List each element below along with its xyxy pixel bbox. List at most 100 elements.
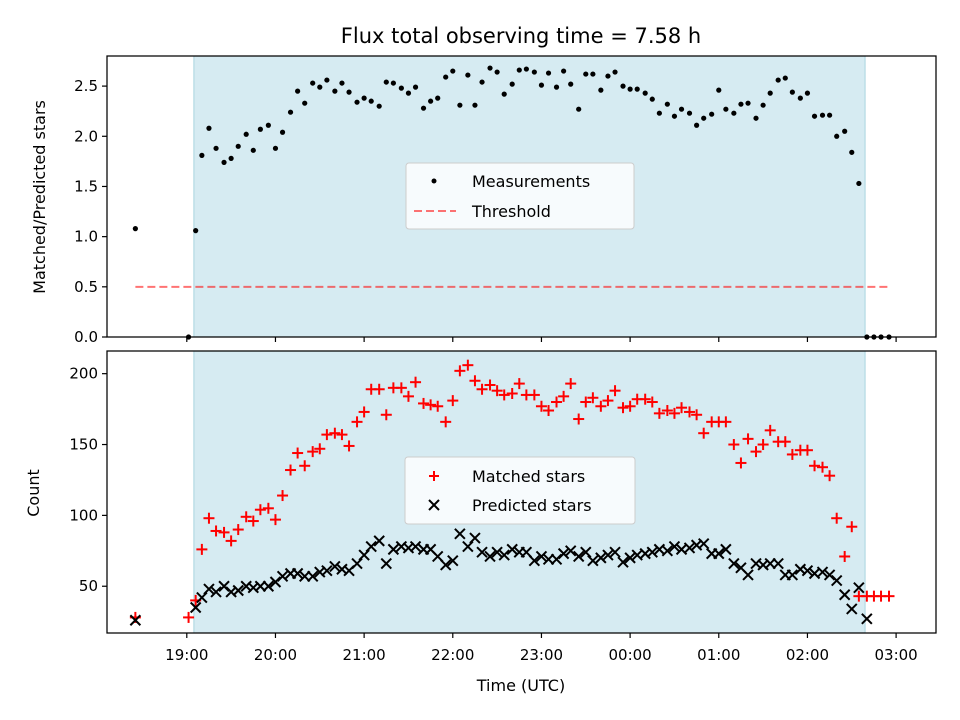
matched-star-point bbox=[565, 378, 577, 390]
legend-measurements-label: Measurements bbox=[472, 172, 590, 191]
predicted-star-point bbox=[846, 603, 858, 615]
measurement-point bbox=[368, 98, 374, 104]
predicted-star-point bbox=[498, 549, 510, 561]
matched-star-point bbox=[757, 439, 769, 451]
measurement-point bbox=[435, 95, 441, 101]
measurement-point bbox=[346, 89, 352, 95]
measurement-point bbox=[235, 143, 241, 149]
predicted-star-point bbox=[203, 583, 215, 595]
matched-star-point bbox=[218, 526, 230, 538]
measurement-point bbox=[583, 71, 589, 77]
predicted-star-point bbox=[830, 574, 843, 587]
matched-star-point bbox=[210, 525, 222, 537]
measurement-point bbox=[457, 102, 463, 108]
measurement-point bbox=[627, 86, 633, 92]
measurement-point bbox=[686, 110, 693, 116]
measurement-point bbox=[221, 159, 227, 165]
predicted-star-point bbox=[587, 555, 599, 567]
measurement-point bbox=[634, 86, 640, 92]
matched-star-point bbox=[454, 365, 466, 377]
matched-star-point bbox=[462, 359, 474, 371]
matched-star-point bbox=[684, 406, 696, 418]
matched-star-point bbox=[668, 407, 680, 419]
matched-star-point bbox=[321, 429, 333, 441]
measurement-point bbox=[568, 81, 574, 87]
legend-measurements-marker bbox=[431, 178, 437, 184]
measurement-point bbox=[509, 81, 515, 87]
matched-star-point bbox=[653, 407, 665, 419]
matched-star-point bbox=[728, 439, 740, 451]
bottom-y-tick-label: 150 bbox=[69, 436, 98, 454]
measurement-point bbox=[243, 131, 249, 137]
top-legend: Measurements Threshold bbox=[405, 162, 635, 230]
x-tick-label: 19:00 bbox=[165, 646, 208, 664]
measurement-point bbox=[405, 90, 412, 96]
predicted-star-point bbox=[661, 545, 674, 557]
predicted-star-point bbox=[557, 547, 570, 560]
measurement-point bbox=[775, 77, 781, 83]
predicted-star-point bbox=[321, 564, 333, 577]
matched-star-point bbox=[254, 504, 266, 516]
predicted-star-point bbox=[742, 569, 754, 581]
bottom-y-tick-label: 100 bbox=[69, 506, 98, 524]
matched-star-point bbox=[846, 521, 858, 533]
measurement-point bbox=[213, 145, 219, 151]
legend-predicted-marker bbox=[428, 499, 440, 511]
top-y-tick-label: 2.0 bbox=[74, 127, 98, 145]
matched-star-point bbox=[764, 424, 776, 436]
measurement-point bbox=[590, 71, 596, 77]
matched-star-point bbox=[476, 383, 488, 395]
legend-predicted-label: Predicted stars bbox=[472, 496, 592, 515]
top-y-tick-label: 2.5 bbox=[74, 77, 98, 95]
x-tick-label: 00:00 bbox=[608, 646, 651, 664]
predicted-star-point bbox=[469, 532, 481, 544]
matched-star-point bbox=[395, 382, 407, 394]
matched-star-point bbox=[602, 395, 614, 407]
matched-star-point bbox=[786, 448, 798, 460]
matched-star-point bbox=[262, 502, 274, 514]
matched-star-point bbox=[285, 464, 297, 476]
bottom-y-tick-label: 200 bbox=[69, 365, 98, 383]
measurement-point bbox=[412, 84, 419, 90]
measurement-point bbox=[398, 85, 404, 91]
predicted-star-point bbox=[683, 542, 696, 554]
chart-title: Flux total observing time = 7.58 h bbox=[341, 24, 701, 48]
predicted-star-point bbox=[129, 614, 142, 626]
measurement-point bbox=[272, 145, 279, 151]
matched-star-point bbox=[402, 390, 414, 402]
matched-star-point bbox=[307, 446, 319, 458]
measurement-point bbox=[265, 122, 271, 128]
measurement-point bbox=[760, 102, 766, 108]
predicted-star-point bbox=[646, 546, 658, 558]
x-tick-label: 22:00 bbox=[431, 646, 474, 664]
predicted-star-point bbox=[506, 543, 518, 556]
measurement-point bbox=[479, 79, 485, 85]
measurement-point bbox=[797, 95, 803, 101]
predicted-star-point bbox=[329, 560, 341, 573]
predicted-star-point bbox=[291, 567, 304, 580]
measurement-point bbox=[753, 115, 759, 121]
measurement-point bbox=[302, 100, 308, 106]
measurement-point bbox=[612, 69, 618, 75]
predicted-star-point bbox=[602, 549, 614, 561]
measurement-point bbox=[465, 72, 471, 78]
matched-star-point bbox=[373, 383, 385, 395]
measurement-point bbox=[811, 113, 818, 119]
matched-star-point bbox=[831, 512, 843, 524]
predicted-star-point bbox=[801, 564, 814, 577]
matched-star-point bbox=[580, 396, 592, 408]
measurement-point bbox=[767, 90, 773, 96]
matched-star-point bbox=[595, 400, 607, 412]
measurement-point bbox=[576, 106, 582, 112]
measurement-point bbox=[664, 101, 670, 107]
matched-star-point bbox=[801, 444, 813, 456]
measurement-point bbox=[731, 110, 737, 116]
matched-star-point bbox=[247, 515, 259, 527]
matched-star-point bbox=[573, 413, 585, 425]
measurement-point bbox=[723, 106, 729, 112]
measurement-point bbox=[420, 105, 427, 111]
measurement-point bbox=[849, 149, 855, 155]
measurement-point bbox=[671, 113, 678, 119]
predicted-star-point bbox=[189, 601, 202, 614]
predicted-star-point bbox=[609, 546, 621, 558]
